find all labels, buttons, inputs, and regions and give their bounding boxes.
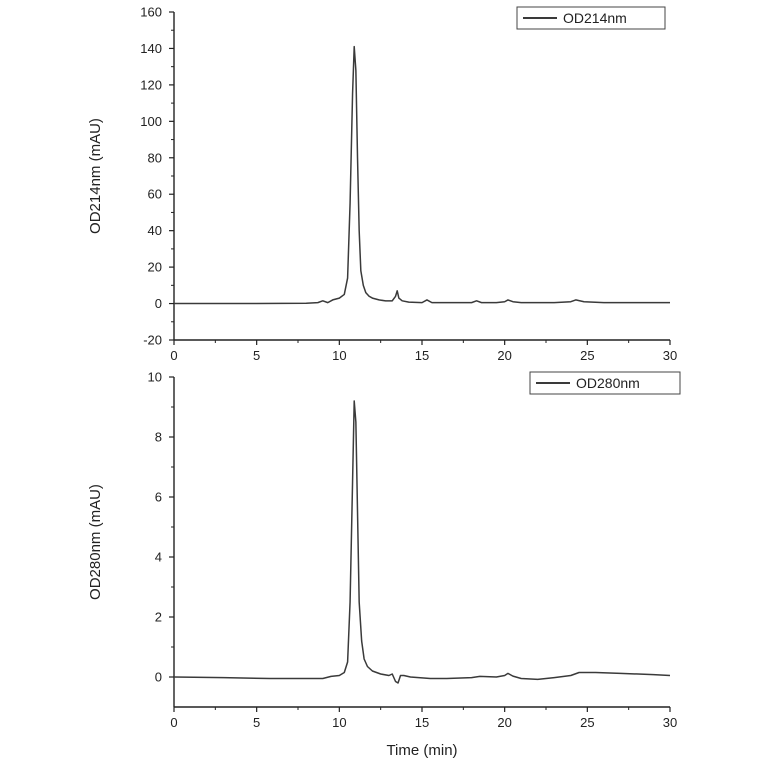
x-tick-label: 30 bbox=[663, 348, 677, 363]
x-tick-label: 20 bbox=[497, 715, 511, 730]
y-tick-label: 60 bbox=[148, 187, 162, 202]
y-tick-label: 120 bbox=[140, 77, 162, 92]
y-axis-label: OD214nm (mAU) bbox=[87, 118, 104, 234]
chart-panel-1: 0 5 10 15 20 25 30 -20 0 20 40 60 80 100 120 140 160 OD21… bbox=[87, 5, 677, 364]
y-tick-label: 20 bbox=[148, 260, 162, 275]
x-tick-label: 5 bbox=[253, 348, 260, 363]
x-tick-label: 25 bbox=[580, 348, 594, 363]
x-tick-label: 0 bbox=[170, 715, 177, 730]
x-tick-label: 20 bbox=[497, 348, 511, 363]
y-tick-label: 160 bbox=[140, 5, 162, 20]
y-tick-label: 10 bbox=[148, 370, 162, 385]
series-line-OD214nm bbox=[174, 45, 670, 305]
series-line-OD280nm bbox=[173, 400, 671, 684]
x-tick-label: 15 bbox=[415, 715, 429, 730]
x-tick-label: 0 bbox=[170, 348, 177, 363]
y-tick-label: 140 bbox=[140, 41, 162, 56]
y-tick-label: 0 bbox=[155, 670, 162, 685]
legend-label: OD214nm bbox=[563, 10, 627, 26]
legend-label: OD280nm bbox=[576, 375, 640, 391]
x-tick-label: 5 bbox=[253, 715, 260, 730]
y-tick-label: 2 bbox=[155, 610, 162, 625]
x-tick-label: 10 bbox=[332, 348, 346, 363]
y-tick-label: 100 bbox=[140, 114, 162, 129]
y-axis-label: OD280nm (mAU) bbox=[87, 484, 104, 600]
x-tick-label: 25 bbox=[580, 715, 594, 730]
y-tick-label: 0 bbox=[155, 296, 162, 311]
y-tick-label: 8 bbox=[155, 430, 162, 445]
legend-box bbox=[516, 6, 666, 30]
y-tick-label: 80 bbox=[148, 150, 162, 165]
x-tick-label: 15 bbox=[415, 348, 429, 363]
y-tick-label: 40 bbox=[148, 223, 162, 238]
y-tick-label: -20 bbox=[143, 333, 162, 348]
x-tick-label: 30 bbox=[663, 715, 677, 730]
y-tick-label: 6 bbox=[155, 490, 162, 505]
x-axis-label: Time (min) bbox=[386, 742, 457, 759]
legend-box bbox=[529, 371, 681, 395]
x-tick-label: 10 bbox=[332, 715, 346, 730]
y-tick-label: 4 bbox=[155, 550, 162, 565]
chart-panel-2: 0 5 10 15 20 25 30 0 2 4 6 8 10 OD280nm (mAU) Time (mi… bbox=[87, 370, 681, 759]
